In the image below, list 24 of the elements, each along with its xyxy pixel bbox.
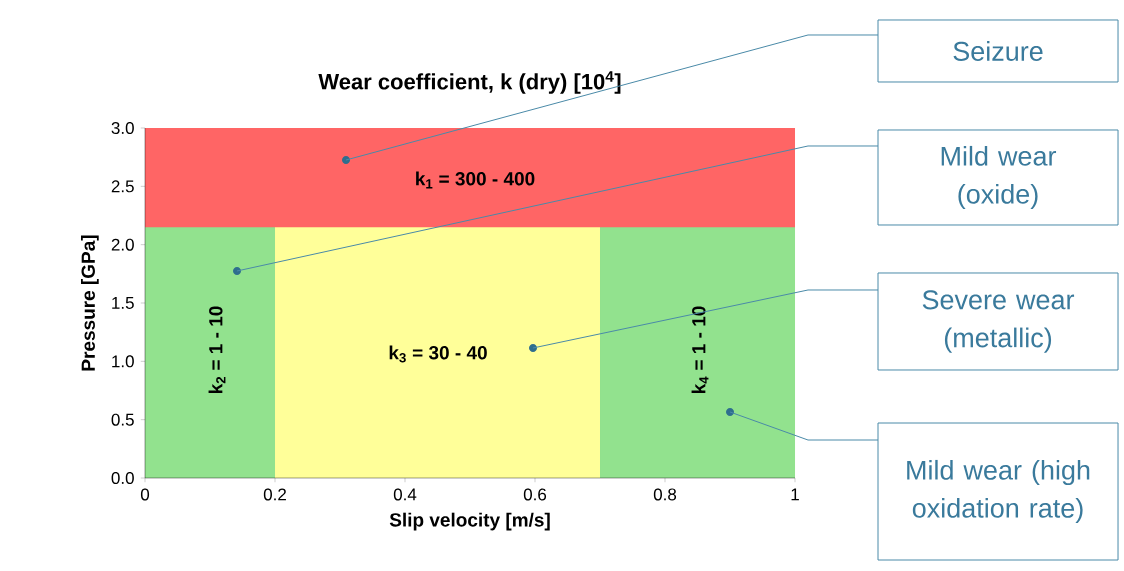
- x-tick-label: 0.2: [263, 488, 286, 501]
- y-tick-label: 3.0: [111, 121, 134, 135]
- x-tick-label: 0.4: [393, 488, 417, 501]
- text: Mild wear (oxide): [941, 145, 1057, 210]
- x-tick-label: 0: [140, 488, 150, 501]
- series-label: k$_{2}$ = 1 - 10: [208, 306, 226, 394]
- series-label: k$_{4}$ = 1 - 10: [691, 306, 709, 394]
- text: Mild wear (high oxidation rate): [907, 459, 1090, 524]
- y-tick-label: 2.0: [111, 238, 134, 251]
- series-label: k$_{1}$ = 300 - 400: [416, 171, 535, 189]
- y-tick-label: 1.0: [112, 355, 134, 368]
- y-tick-label: 0.0: [111, 471, 134, 485]
- text: Severe wear (metallic): [922, 290, 1075, 353]
- y-tick-label: 1.5: [112, 297, 134, 309]
- x-tick-label: 0.6: [523, 488, 547, 501]
- y-axis-title: Pressure [GPa]: [81, 235, 99, 371]
- x-axis-title: Slip velocity [m/s]: [389, 512, 550, 531]
- y-tick-label: 0.5: [111, 413, 134, 426]
- y-tick-label: 2.5: [111, 180, 134, 193]
- chart-title: Wear coefficient, k (dry) [10$^{4}$]: [318, 71, 621, 94]
- text: Seizure: [953, 41, 1043, 61]
- series-label: k$_{3}$ = 30 - 40: [389, 345, 487, 363]
- x-tick-label: 0.8: [653, 488, 677, 501]
- x-tick-label: 1: [791, 488, 799, 501]
